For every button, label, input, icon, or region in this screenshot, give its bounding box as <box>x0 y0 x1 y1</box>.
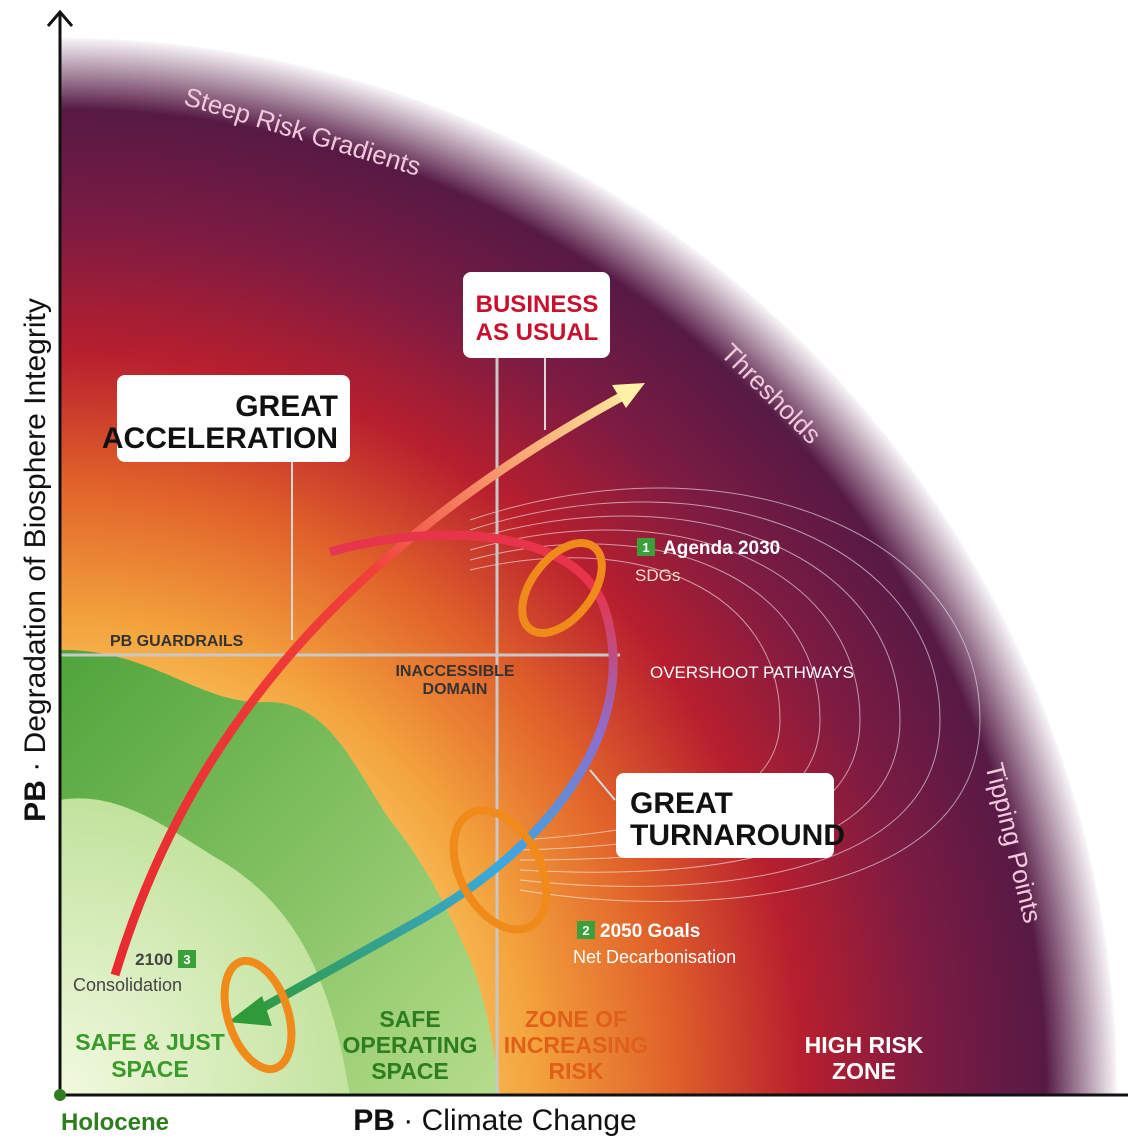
box-line: GREAT <box>235 390 338 423</box>
origin-dot <box>54 1089 66 1101</box>
milestone-subtitle: Net Decarbonisation <box>573 947 736 967</box>
axes <box>46 9 1128 1097</box>
box-line: AS USUAL <box>476 319 599 346</box>
overshoot-label: OVERSHOOT PATHWAYS <box>650 663 854 682</box>
zone-line: SPACE <box>371 1058 449 1084</box>
box-line: ACCELERATION <box>102 422 338 455</box>
badge-number: 3 <box>183 952 190 967</box>
badge <box>637 538 655 556</box>
origin-label: Holocene <box>61 1109 169 1136</box>
safe-just-space <box>60 798 350 1095</box>
box-line: BUSINESS <box>476 291 599 318</box>
zone-line: ZONE OF <box>525 1006 627 1032</box>
inaccessible-label: INACCESSIBLE <box>395 663 514 680</box>
y-axis-label: PB · Degradation of Biosphere Integrity <box>19 298 52 822</box>
leader-lines <box>291 358 616 801</box>
axis-text: · Degradation of Biosphere Integrity <box>19 298 52 772</box>
axis-bold: PB <box>353 1104 395 1137</box>
zone-labels: SAFE & JUST SPACE SAFE OPERATING SPACE Z… <box>75 1006 924 1084</box>
zone-line: HIGH RISK <box>805 1032 924 1058</box>
zone-line: ZONE <box>832 1058 896 1084</box>
box <box>463 272 610 358</box>
badge <box>577 921 595 939</box>
turnaround-arrow <box>252 530 618 1016</box>
badge-number: 1 <box>642 540 649 555</box>
zone-line: SAFE <box>379 1006 440 1032</box>
zone-line: INCREASING <box>504 1032 648 1058</box>
arrow-head <box>612 383 645 408</box>
milestone-title: Agenda 2030 <box>663 538 780 559</box>
zone-line: OPERATING <box>342 1032 477 1058</box>
milestone-subtitle: Consolidation <box>73 975 182 995</box>
zone-line: SAFE & JUST <box>75 1029 225 1055</box>
box-line: TURNAROUND <box>630 819 845 852</box>
inaccessible-label: DOMAIN <box>423 681 488 698</box>
milestone-title: 2050 Goals <box>600 921 700 942</box>
zone-line: SPACE <box>111 1056 189 1082</box>
badge-number: 2 <box>582 923 589 938</box>
zone-line: RISK <box>549 1058 604 1084</box>
milestone-title: 2100 <box>135 950 173 969</box>
milestone-rings <box>220 539 606 1074</box>
x-axis-label: PB · Climate Change <box>353 1104 636 1137</box>
box-line: GREAT <box>630 787 733 820</box>
acceleration-arrow <box>110 388 633 977</box>
arrow-head <box>228 996 272 1026</box>
box <box>117 375 350 462</box>
milestone-subtitle: SDGs <box>635 566 680 585</box>
axis-text: · Climate Change <box>403 1104 636 1137</box>
guardrails-label: PB GUARDRAILS <box>110 633 244 650</box>
badge <box>178 950 196 968</box>
box <box>616 773 834 858</box>
axis-bold: PB <box>19 780 52 822</box>
